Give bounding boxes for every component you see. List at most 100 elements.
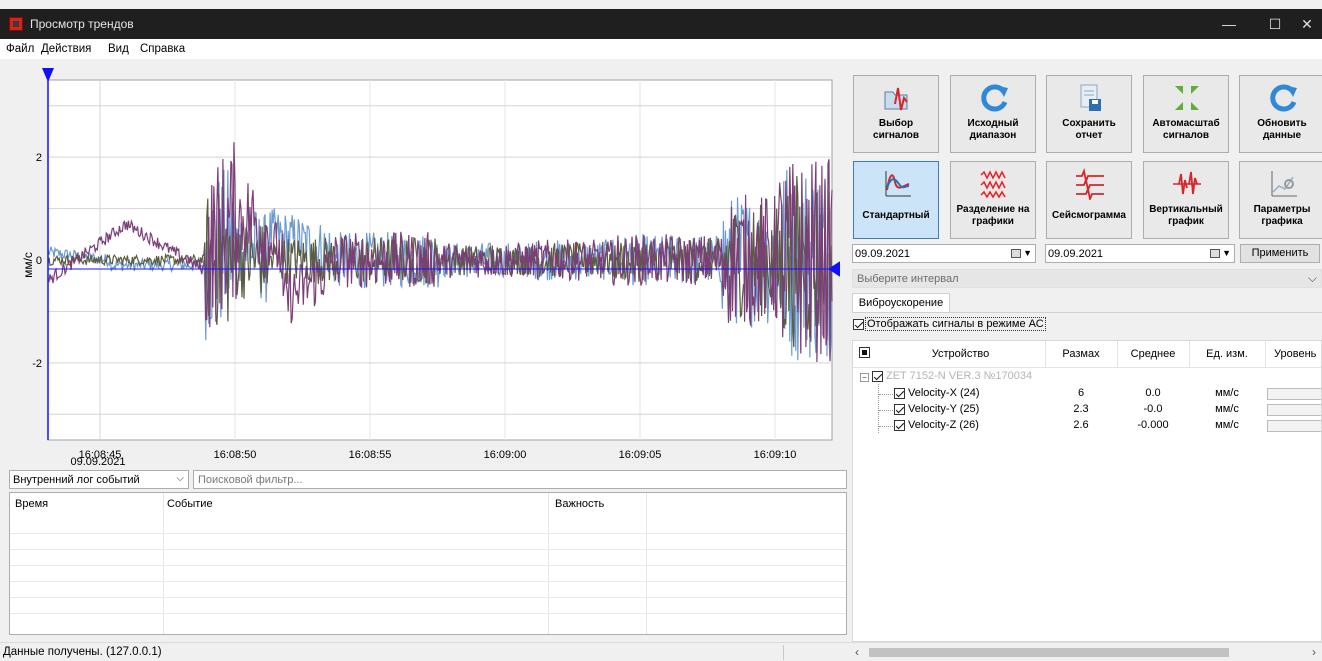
event-log-table[interactable]: Время Событие Важность	[9, 492, 847, 635]
autoscale-signals-button[interactable]: Автомасштаб сигналов	[1143, 75, 1229, 153]
scrollbar-thumb[interactable]	[869, 648, 1229, 657]
save-report-button[interactable]: Сохранить отчет	[1046, 75, 1132, 153]
chart-params-label: Параметры графика	[1253, 204, 1311, 227]
select-signals-button[interactable]: Выбор сигналов	[853, 75, 939, 153]
dropdown-arrow-icon: ▼	[1222, 248, 1231, 258]
menu-view[interactable]: Вид	[108, 43, 129, 55]
signal-name: Velocity-Y (25)	[908, 403, 980, 415]
standard-view-button[interactable]: Стандартный	[853, 161, 939, 239]
tree-connector	[879, 394, 893, 395]
collapse-toggle-icon[interactable]: −	[860, 373, 869, 382]
header-divider	[853, 367, 1321, 368]
col-divider	[1117, 341, 1118, 367]
x-tick-label: 16:09:10	[754, 449, 797, 461]
close-button[interactable]: ✕	[1301, 16, 1313, 32]
date-to-value: 09.09.2021	[1048, 248, 1104, 260]
signal-mean: -0.0	[1143, 403, 1163, 415]
log-type-value: Внутренний лог событий	[13, 474, 140, 486]
refresh-data-button[interactable]: Обновить данные	[1239, 75, 1322, 153]
signal-level-bar	[1267, 420, 1321, 432]
col-range[interactable]: Размах	[1062, 348, 1100, 360]
log-row-line	[10, 549, 846, 550]
save-report-icon	[1080, 84, 1101, 111]
signal-select-icon	[884, 87, 908, 111]
maximize-button[interactable]: ☐	[1268, 16, 1282, 32]
chevron-down-icon: ⌵	[176, 473, 184, 484]
signal-row-velocity-z[interactable]: Velocity-Z (26) 2.6 -0.000 мм/с	[853, 418, 1321, 434]
scroll-left-icon[interactable]: ‹	[855, 645, 859, 659]
right-panel: Выбор сигналов Исходный диапазон Сохрани…	[849, 60, 1322, 642]
minimize-button[interactable]: —	[1222, 16, 1236, 32]
menu-help[interactable]: Справка	[140, 43, 186, 55]
signal-row-velocity-x[interactable]: Velocity-X (24) 6 0.0 мм/с	[853, 386, 1321, 402]
tree-connector	[878, 384, 879, 433]
horizontal-scrollbar[interactable]: ‹ ›	[849, 644, 1322, 661]
refresh-data-label: Обновить данные	[1257, 118, 1307, 141]
log-col-divider	[163, 493, 164, 634]
signals-table[interactable]: Устройство Размах Среднее Ед. изм. Урове…	[852, 340, 1322, 642]
scroll-right-icon[interactable]: ›	[1312, 645, 1316, 659]
signal-range: 2.3	[1073, 403, 1089, 415]
date-to-picker[interactable]: 09.09.2021 ▼	[1045, 244, 1235, 263]
chart-params-button[interactable]: Параметры графика	[1239, 161, 1322, 239]
seismogram-icon	[1076, 168, 1104, 200]
tab-divider	[852, 312, 1322, 313]
search-filter-input[interactable]	[193, 470, 847, 489]
col-device[interactable]: Устройство	[931, 348, 990, 360]
right-level-marker-icon[interactable]	[828, 260, 840, 278]
select-all-checkbox[interactable]	[859, 347, 870, 358]
trend-chart[interactable]: 2 0 -2 16:08:45 16:08:50 16:08:55 16:09:00 16:…	[8, 60, 840, 468]
seismogram-button[interactable]: Сейсмограмма	[1046, 161, 1132, 239]
vertical-chart-button[interactable]: Вертикальный график	[1143, 161, 1229, 239]
log-row-line	[10, 597, 846, 598]
status-separator	[783, 645, 784, 660]
x-axis-date-label: 09.09.2021	[70, 456, 125, 468]
signal-checkbox[interactable]	[894, 404, 905, 415]
log-col-time[interactable]: Время	[15, 498, 49, 510]
signal-checkbox[interactable]	[894, 420, 905, 431]
signal-name: Velocity-Z (26)	[908, 419, 979, 431]
log-col-event[interactable]: Событие	[167, 498, 213, 510]
ac-mode-label[interactable]: Отображать сигналы в режиме АС	[865, 317, 1046, 332]
date-from-picker[interactable]: 09.09.2021 ▼	[852, 244, 1036, 263]
select-signals-label: Выбор сигналов	[873, 118, 919, 141]
device-name: ZET 7152-N VER.3 №170034	[886, 370, 1033, 382]
y-tick-label: 0	[36, 255, 42, 267]
apply-button[interactable]: Применить	[1240, 244, 1320, 263]
chart-params-icon	[1271, 171, 1297, 197]
top-cursor-marker-icon[interactable]	[42, 68, 54, 82]
signal-level-bar	[1267, 388, 1321, 400]
x-tick-label: 16:08:45	[79, 449, 122, 461]
initial-range-label: Исходный диапазон	[967, 118, 1019, 141]
refresh-icon	[981, 84, 1008, 112]
signal-row-velocity-y[interactable]: Velocity-Y (25) 2.3 -0.0 мм/с	[853, 402, 1321, 418]
chart-series-group	[47, 142, 833, 363]
log-col-divider	[646, 493, 647, 634]
tab-vibration-acceleration[interactable]: Виброускорение	[852, 293, 950, 313]
signal-mean: 0.0	[1145, 387, 1161, 399]
ac-mode-row[interactable]: Отображать сигналы в режиме АС	[853, 317, 1046, 334]
signal-checkbox[interactable]	[894, 388, 905, 399]
initial-range-button[interactable]: Исходный диапазон	[950, 75, 1036, 153]
log-row-line	[10, 613, 846, 614]
col-divider	[1189, 341, 1190, 367]
col-unit[interactable]: Ед. изм.	[1206, 348, 1248, 360]
interval-select[interactable]: Выберите интервал ⌵	[852, 269, 1322, 288]
col-level[interactable]: Уровень	[1274, 348, 1317, 360]
log-col-importance[interactable]: Важность	[555, 498, 605, 510]
x-tick-label: 16:08:50	[214, 449, 257, 461]
date-from-value: 09.09.2021	[855, 248, 911, 260]
menu-actions[interactable]: Действия	[41, 43, 92, 55]
signal-unit: мм/с	[1215, 419, 1239, 431]
menu-file[interactable]: Файл	[6, 43, 35, 55]
device-checkbox[interactable]	[872, 371, 883, 382]
log-type-select[interactable]: Внутренний лог событий ⌵	[9, 470, 189, 489]
device-row[interactable]: − ZET 7152-N VER.3 №170034	[853, 369, 1321, 385]
col-mean[interactable]: Среднее	[1130, 348, 1176, 360]
menu-bar: Файл Действия Вид Справка	[0, 39, 1322, 59]
signal-range: 6	[1077, 387, 1085, 399]
y-tick-label: 2	[36, 152, 42, 164]
signal-mean: -0.000	[1137, 419, 1169, 431]
split-charts-button[interactable]: Разделение на графики	[950, 161, 1036, 239]
ac-mode-checkbox[interactable]	[853, 318, 864, 330]
